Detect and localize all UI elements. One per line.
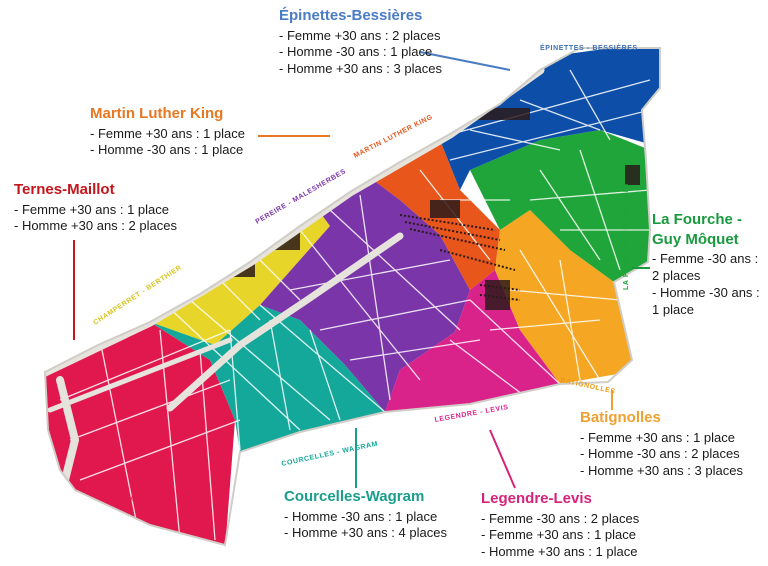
- seat-line: - Femme +30 ans : 1 place: [90, 125, 245, 141]
- map-label-epinettes: ÉPINETTES - BESSIÈRES: [540, 43, 638, 52]
- seat-line: - Homme -30 ans : 1 place: [279, 44, 433, 60]
- district-name-fourche-1: La Fourche -: [652, 211, 743, 228]
- callout-epinettes: Épinettes-Bessières - Femme +30 ans : 2 …: [279, 6, 442, 78]
- seat-line: - Femme -30 ans :: [652, 251, 759, 266]
- district-name-fourche-2: Guy Môquet: [652, 230, 739, 248]
- seat-line: 2 places: [652, 267, 701, 283]
- district-shape-ternes: [45, 322, 235, 545]
- district-shape-fourche: [470, 130, 660, 282]
- seat-line: 1 place: [652, 301, 694, 317]
- seat-line: - Homme -30 ans : 2 places: [580, 446, 740, 462]
- district-name-ternes: Ternes-Maillot: [14, 181, 115, 198]
- district-shape-batignolles: [495, 210, 640, 384]
- district-name-legendre: Legendre-Levis: [481, 490, 592, 507]
- leader-legendre: [489, 429, 516, 489]
- seat-line: - Femme +30 ans : 1 place: [14, 201, 169, 217]
- district-name-courcelles: Courcelles-Wagram: [284, 488, 425, 505]
- seat-line: - Femme +30 ans : 1 place: [580, 429, 735, 445]
- seat-line: - Homme +30 ans : 2 places: [14, 218, 177, 234]
- district-shape-epinettes: [400, 48, 660, 190]
- map-label-batignolles: BATIGNOLLES: [560, 377, 616, 396]
- district-name-batignolles: Batignolles: [580, 409, 661, 426]
- seat-line: - Homme +30 ans : 4 places: [284, 525, 447, 541]
- callout-legendre: Legendre-Levis - Femme -30 ans : 2 place…: [481, 489, 639, 561]
- district-shape-courcelles: [150, 305, 385, 452]
- district-shape-pereire: [260, 170, 470, 412]
- seat-line: - Homme -30 ans : 1 place: [284, 508, 438, 524]
- callout-ternes: Ternes-Maillot - Femme +30 ans : 1 place…: [14, 180, 177, 235]
- seat-line: - Femme -30 ans : 2 places: [481, 510, 640, 526]
- district-name-epinettes: Épinettes-Bessières: [279, 7, 423, 24]
- district-name-mlk: Martin Luther King: [90, 105, 224, 122]
- callout-fourche: La Fourche - Guy Môquet - Femme -30 ans …: [652, 210, 760, 319]
- callout-batignolles: Batignolles - Femme +30 ans : 1 place - …: [580, 408, 743, 480]
- leader-epinettes: [419, 51, 511, 71]
- callout-courcelles: Courcelles-Wagram - Homme -30 ans : 1 pl…: [284, 487, 447, 542]
- arrondissement-border: [43, 47, 661, 547]
- seat-line: - Homme +30 ans : 3 places: [279, 61, 442, 77]
- seat-line: - Homme -30 ans :: [652, 284, 760, 300]
- seat-line: - Femme +30 ans : 1 place: [481, 527, 636, 543]
- seat-line: - Homme +30 ans : 1 place: [481, 544, 638, 560]
- seat-line: - Femme +30 ans : 2 places: [279, 27, 441, 43]
- callout-mlk: Martin Luther King - Femme +30 ans : 1 p…: [90, 104, 245, 159]
- map-label-courcelles: COURCELLES - WAGRAM: [281, 441, 379, 468]
- seat-line: - Homme -30 ans : 1 place: [90, 142, 244, 158]
- leader-lines: [73, 51, 650, 489]
- map-label-fourche: LA FOURCHE GUY MÔQUET: [621, 182, 630, 290]
- seat-line: - Homme +30 ans : 3 places: [580, 463, 743, 479]
